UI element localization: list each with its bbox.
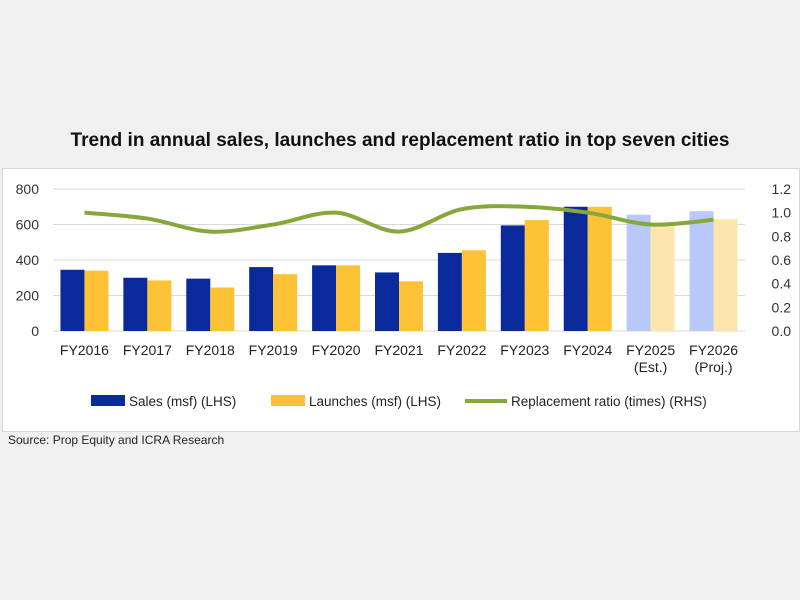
bar-launches (650, 226, 675, 331)
left-tick-label: 400 (16, 252, 40, 268)
right-tick-label: 0.8 (772, 228, 792, 244)
category-label: FY2023 (500, 342, 549, 358)
right-tick-label: 0.6 (772, 252, 792, 268)
bar-launches (587, 206, 612, 331)
bar-sales (186, 278, 211, 331)
category-label: FY2021 (374, 342, 423, 358)
bar-sales (500, 225, 525, 331)
chart: 0 200 400 600 800 0.0 0.2 0.4 0.6 0.8 1.0 1.2 FY2016… (16, 181, 792, 409)
left-tick-label: 0 (31, 323, 39, 339)
category-label: FY2024 (563, 342, 612, 358)
right-tick-label: 0.4 (772, 276, 792, 292)
bar-sales (375, 272, 399, 331)
category-label: (Est.) (634, 359, 667, 375)
bar-launches (524, 220, 549, 331)
legend-label-launches: Launches (msf) (LHS) (309, 394, 441, 409)
bar-launches (713, 219, 738, 331)
bar-sales (60, 269, 85, 331)
bar-sales (626, 214, 651, 331)
bar-launches (210, 287, 235, 331)
category-label: FY2026 (689, 342, 738, 358)
bar-sales (689, 211, 714, 331)
legend-label-ratio: Replacement ratio (times) (RHS) (511, 394, 707, 409)
category-label: FY2025 (626, 342, 675, 358)
right-tick-label: 0.2 (772, 299, 792, 315)
category-label: FY2022 (437, 342, 486, 358)
category-label: FY2018 (186, 342, 235, 358)
chart-panel: 0 200 400 600 800 0.0 0.2 0.4 0.6 0.8 1.0 1.2 FY2016… (2, 168, 800, 432)
source-note: Source: Prop Equity and ICRA Research (8, 433, 225, 447)
left-tick-label: 200 (16, 288, 40, 304)
category-label: FY2016 (60, 342, 109, 358)
left-tick-label: 800 (16, 181, 40, 197)
bar-launches (273, 274, 298, 331)
legend-swatch-sales (91, 395, 125, 406)
bar-launches (399, 281, 423, 331)
category-label: FY2020 (312, 342, 361, 358)
category-label: (Proj.) (694, 359, 732, 375)
bar-sales (437, 252, 462, 331)
bar-launches (336, 265, 361, 331)
chart-title: Trend in annual sales, launches and repl… (70, 130, 730, 151)
bar-sales (563, 206, 588, 331)
right-tick-label: 1.2 (772, 181, 792, 197)
bar-sales (312, 265, 337, 331)
legend-swatch-launches (271, 395, 305, 406)
category-label: FY2017 (123, 342, 172, 358)
left-tick-label: 600 (16, 217, 40, 233)
replacement-ratio-line (84, 204, 714, 234)
bar-launches (147, 280, 172, 331)
right-tick-label: 1.0 (772, 205, 792, 221)
bar-sales (249, 267, 274, 331)
right-tick-label: 0.0 (772, 323, 792, 339)
bar-launches (84, 270, 109, 331)
category-label: FY2019 (249, 342, 298, 358)
bar-sales (123, 277, 148, 331)
legend-label-sales: Sales (msf) (LHS) (129, 394, 236, 409)
bar-launches (461, 250, 486, 331)
